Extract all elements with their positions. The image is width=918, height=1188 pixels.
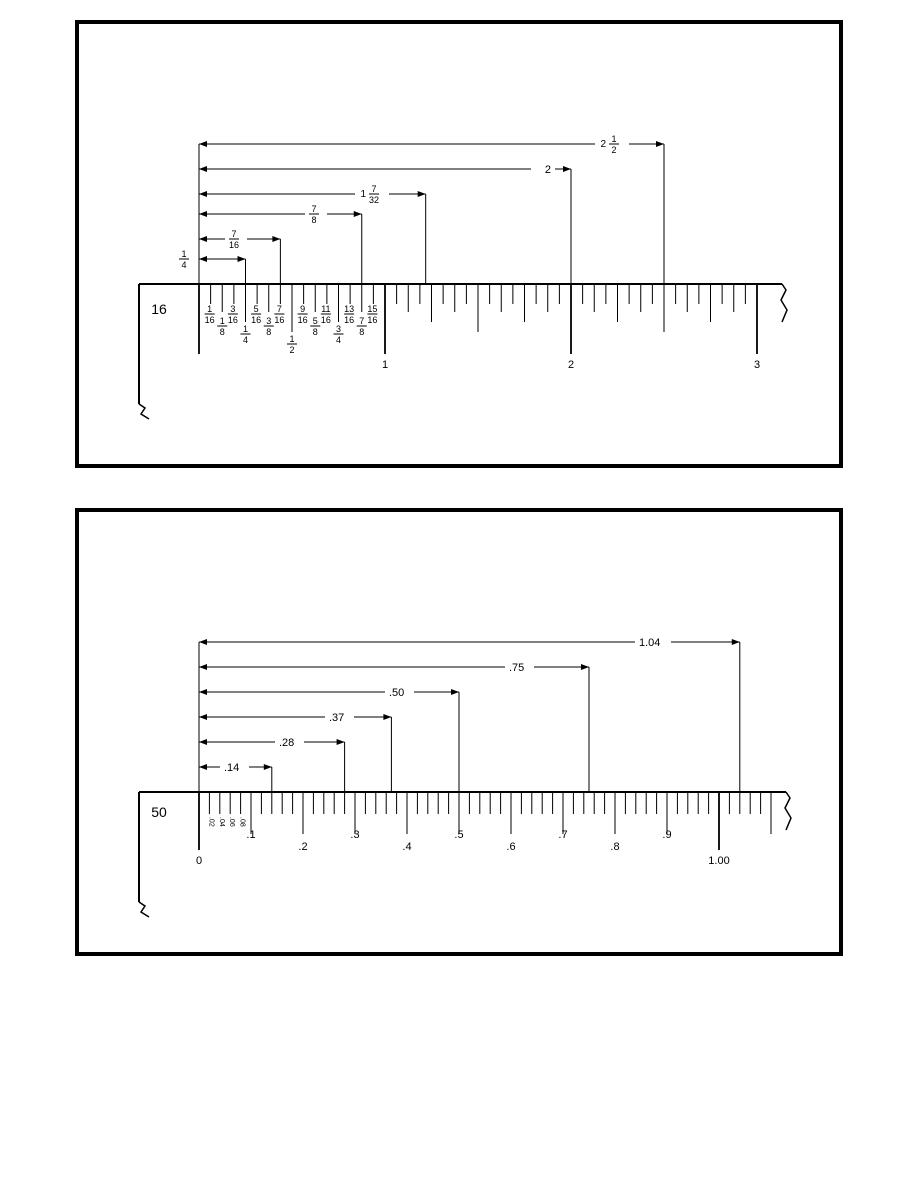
svg-text:1: 1 [207, 304, 212, 314]
svg-text:1.00: 1.00 [708, 855, 729, 867]
svg-text:1: 1 [382, 359, 388, 371]
svg-text:16: 16 [367, 315, 377, 325]
svg-text:3: 3 [754, 359, 760, 371]
svg-text:.3: .3 [350, 829, 359, 841]
svg-text:7: 7 [277, 304, 282, 314]
svg-text:7: 7 [311, 204, 316, 214]
svg-text:16: 16 [321, 315, 331, 325]
decimal-ruler-panel: 50 0 .1 .2 .3 .4 .5 .6 .7 .8 .9 1.00 .02 .04.06 .08 .14… [75, 508, 843, 956]
svg-text:16: 16 [205, 315, 215, 325]
svg-text:.50: .50 [389, 687, 404, 699]
svg-text:.28: .28 [279, 737, 294, 749]
svg-text:1.04: 1.04 [639, 637, 660, 649]
svg-text:8: 8 [313, 327, 318, 337]
svg-text:.5: .5 [454, 829, 463, 841]
svg-text:7: 7 [371, 184, 376, 194]
svg-text:4: 4 [336, 335, 341, 345]
svg-text:2: 2 [611, 145, 616, 155]
svg-text:3: 3 [230, 304, 235, 314]
svg-text:5: 5 [254, 304, 259, 314]
svg-text:3: 3 [266, 316, 271, 326]
svg-text:16: 16 [229, 240, 239, 250]
svg-text:.8: .8 [610, 841, 619, 853]
svg-text:2: 2 [545, 164, 551, 176]
svg-text:16: 16 [298, 315, 308, 325]
svg-text:2: 2 [289, 345, 294, 355]
svg-text:50: 50 [151, 804, 167, 820]
svg-text:.1: .1 [246, 829, 255, 841]
svg-text:32: 32 [369, 195, 379, 205]
svg-text:.7: .7 [558, 829, 567, 841]
svg-text:16: 16 [274, 315, 284, 325]
svg-text:1: 1 [360, 189, 366, 200]
svg-text:1: 1 [289, 334, 294, 344]
fractional-ruler-panel: 1612311631651671691611161316151618143812… [75, 20, 843, 468]
svg-text:8: 8 [266, 327, 271, 337]
svg-text:8: 8 [220, 327, 225, 337]
svg-text:8: 8 [359, 327, 364, 337]
svg-text:2: 2 [600, 139, 606, 150]
svg-text:.6: .6 [506, 841, 515, 853]
svg-text:13: 13 [344, 304, 354, 314]
svg-text:.04: .04 [218, 817, 225, 827]
svg-text:.4: .4 [402, 841, 411, 853]
decimal-ruler-svg: 50 0 .1 .2 .3 .4 .5 .6 .7 .8 .9 1.00 .02 .04.06 .08 .14… [79, 512, 839, 952]
svg-text:4: 4 [243, 335, 248, 345]
svg-text:11: 11 [321, 304, 330, 314]
svg-text:.2: .2 [298, 841, 307, 853]
svg-text:16: 16 [228, 315, 238, 325]
svg-text:.14: .14 [224, 762, 239, 774]
svg-text:1: 1 [611, 134, 616, 144]
svg-text:.02: .02 [207, 817, 214, 827]
svg-text:3: 3 [336, 324, 341, 334]
svg-text:.75: .75 [509, 662, 524, 674]
scale-label: 16 [151, 301, 167, 317]
svg-text:0: 0 [196, 855, 202, 867]
svg-text:.08: .08 [239, 817, 246, 827]
svg-text:.37: .37 [329, 712, 344, 724]
svg-text:16: 16 [251, 315, 261, 325]
svg-text:1: 1 [243, 324, 248, 334]
svg-text:.06: .06 [228, 817, 235, 827]
fractional-ruler-svg: 1612311631651671691611161316151618143812… [79, 24, 839, 464]
svg-text:2: 2 [568, 359, 574, 371]
svg-text:7: 7 [359, 316, 364, 326]
svg-text:15: 15 [367, 304, 377, 314]
svg-text:8: 8 [311, 215, 316, 225]
svg-text:1: 1 [220, 316, 225, 326]
svg-text:.9: .9 [662, 829, 671, 841]
svg-text:7: 7 [231, 229, 236, 239]
svg-text:5: 5 [313, 316, 318, 326]
svg-text:4: 4 [181, 260, 186, 270]
svg-text:1: 1 [181, 249, 186, 259]
svg-text:9: 9 [300, 304, 305, 314]
svg-text:16: 16 [344, 315, 354, 325]
